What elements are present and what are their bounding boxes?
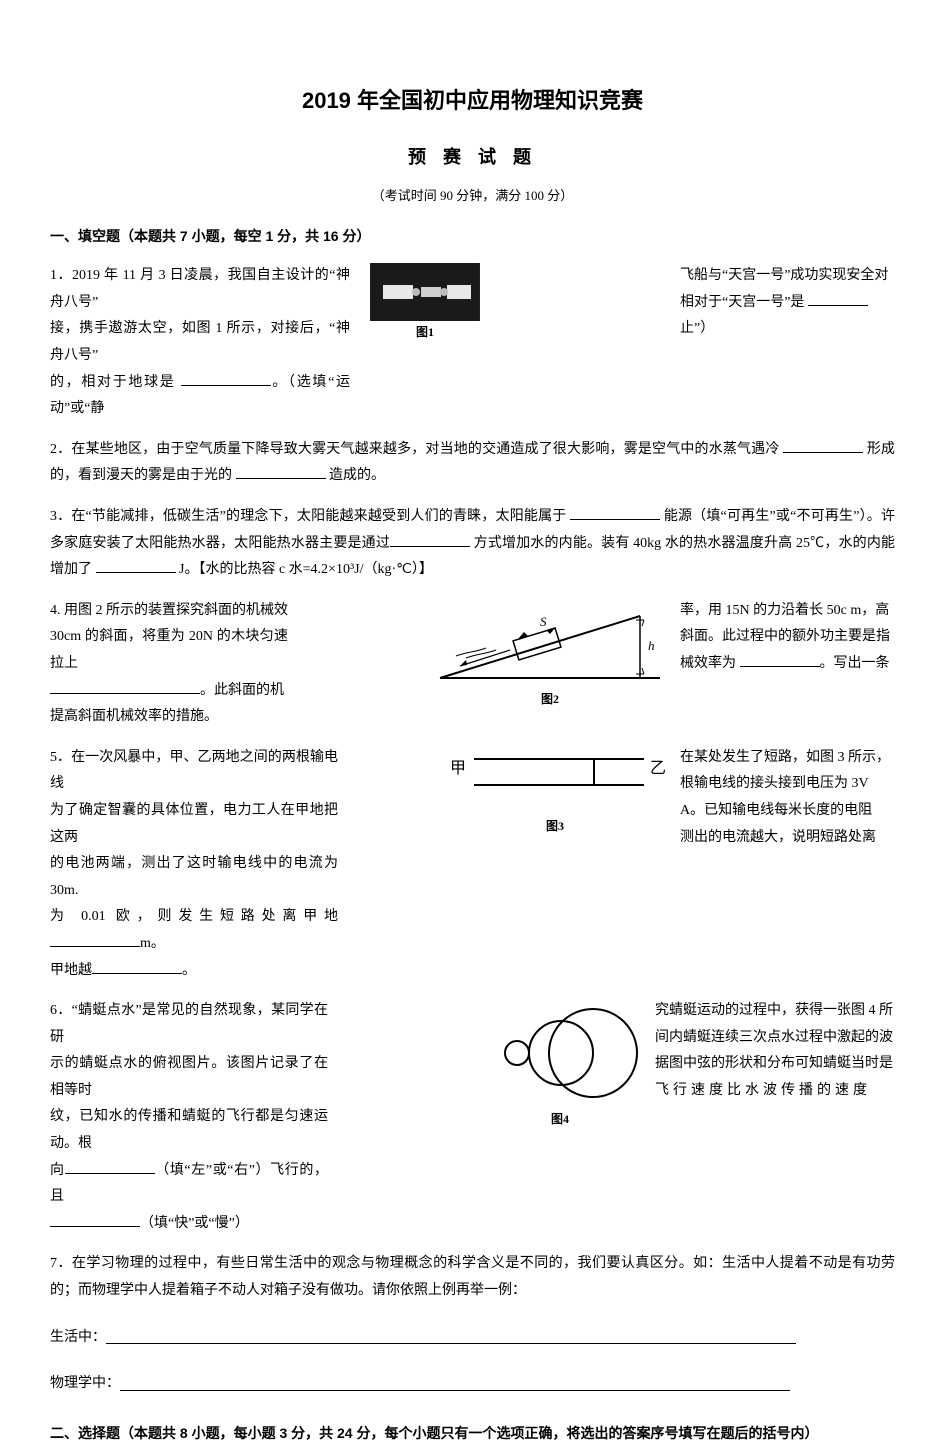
q7-life-row: 生活中：	[50, 1325, 895, 1352]
q7-b: 生活中：	[50, 1330, 106, 1345]
q6-r2: 间内蜻蜓连续三次点水过程中激起的波	[655, 1025, 895, 1052]
exam-info: （考试时间 90 分钟，满分 100 分）	[50, 184, 895, 209]
question-2: 2．在某些地区，由于空气质量下降导致大雾天气越来越多，对当地的交通造成了很大影响…	[50, 437, 895, 490]
question-6: 究蜻蜓运动的过程中，获得一张图 4 所 间内蜻蜓连续三次点水过程中激起的波 据图…	[50, 998, 895, 1237]
q6-l3: 纹，已知水的传播和蜻蜓的飞行都是匀速运动。根	[50, 1104, 328, 1157]
q4-l4: 提高斜面机械效率的措施。	[50, 704, 288, 731]
svg-text:S: S	[540, 614, 547, 629]
figure-3-caption: 图3	[440, 815, 670, 838]
q3-a4: J。【水的比热容 c 水=4.2×10³J/（kg·℃）】	[179, 562, 433, 577]
q1-right-line3: 止”）	[680, 316, 895, 343]
q6-r1: 究蜻蜓运动的过程中，获得一张图 4 所	[655, 998, 895, 1025]
q5-l6-row: 甲地越。	[50, 958, 338, 985]
q2-c: 造成的。	[329, 468, 385, 483]
q4-r1: 率，用 15N 的力沿着长 50c m，高	[680, 598, 895, 625]
q5-l3: 的电池两端，测出了这时输电线中的电流为 30m.	[50, 851, 338, 904]
q1-line-c: 的，相对于地球是	[50, 375, 181, 390]
q6-l1: 6．“蜻蜓点水”是常见的自然现象，某同学在研	[50, 998, 328, 1051]
figure-2-caption: 图2	[430, 688, 670, 711]
q1-line-b: 接，携手遨游太空，如图 1 所示，对接后，“神舟八号”	[50, 321, 350, 363]
question-5: 在某处发生了短路，如图 3 所示， 根输电线的接头接到电压为 3V A。已知输电…	[50, 745, 895, 984]
figure-4-caption: 图4	[475, 1108, 645, 1131]
q6-r4: 飞行速度比水波传播的速度	[655, 1078, 895, 1105]
figure-3: 甲 乙 图3	[440, 745, 670, 838]
q5-r1: 在某处发生了短路，如图 3 所示，	[680, 745, 895, 772]
figure-1-caption: 图1	[370, 321, 480, 344]
doc-subtitle: 预 赛 试 题	[50, 140, 895, 174]
q5-r4: 测出的电流越大，说明短路处离	[680, 825, 895, 852]
question-7: 7．在学习物理的过程中，有些日常生活中的观念与物理概念的科学含义是不同的，我们要…	[50, 1251, 895, 1304]
q7-c: 物理学中：	[50, 1376, 120, 1391]
fig3-jia: 甲	[450, 760, 466, 777]
question-4: 率，用 15N 的力沿着长 50c m，高 斜面。此过程中的额外功主要是指 械效…	[50, 598, 895, 731]
section-2-heading: 二、选择题（本题共 8 小题，每小题 3 分，共 24 分，每个小题只有一个选项…	[50, 1420, 895, 1446]
q6-l4-row: 向（填“左”或“右”）飞行的，且	[50, 1158, 328, 1211]
q5-r3: A。已知输电线每米长度的电阻	[680, 798, 895, 825]
q6-l6-row: （填“快”或“慢”）	[50, 1211, 328, 1238]
q1-line-a: 1．2019 年 11 月 3 日凌晨，我国自主设计的“神舟八号”	[50, 268, 350, 310]
q6-r3: 据图中弦的形状和分布可知蜻蜓当时是	[655, 1051, 895, 1078]
q7-a: 7．在学习物理的过程中，有些日常生活中的观念与物理概念的科学含义是不同的，我们要…	[50, 1256, 895, 1298]
q2-a: 2．在某些地区，由于空气质量下降导致大雾天气越来越多，对当地的交通造成了很大影响…	[50, 442, 780, 457]
q4-l3-row: 。此斜面的机	[50, 678, 288, 705]
q4-r3-row: 械效率为 。写出一条	[680, 651, 895, 678]
q6-l2: 示的蜻蜓点水的俯视图片。该图片记录了在相等时	[50, 1051, 328, 1104]
figure-2: S h 图2	[430, 598, 670, 711]
svg-text:h: h	[648, 638, 655, 653]
fig3-yi: 乙	[650, 760, 666, 777]
q4-r2: 斜面。此过程中的额外功主要是指	[680, 624, 895, 651]
q4-l2: 30cm 的斜面，将重为 20N 的木块匀速拉上	[50, 624, 288, 677]
q1-right-line2: 相对于“天宫一号”是	[680, 290, 895, 317]
doc-title: 2019 年全国初中应用物理知识竞赛	[50, 80, 895, 122]
q4-l1: 4. 用图 2 所示的装置探究斜面的机械效	[50, 598, 288, 625]
question-3: 3．在“节能减排，低碳生活”的理念下，太阳能越来越受到人们的青睐，太阳能属于 能…	[50, 504, 895, 584]
q5-l1: 5．在一次风暴中，甲、乙两地之间的两根输电线	[50, 745, 338, 798]
q3-a: 3．在“节能减排，低碳生活”的理念下，太阳能越来越受到人们的青睐，太阳能属于	[50, 509, 570, 524]
q7-physics-row: 物理学中：	[50, 1371, 895, 1398]
figure-1: 图1	[370, 263, 480, 344]
q5-r2: 根输电线的接头接到电压为 3V	[680, 771, 895, 798]
section-1-heading: 一、填空题（本题共 7 小题，每空 1 分，共 16 分）	[50, 223, 895, 250]
q1-right-line1: 飞船与“天宫一号”成功实现安全对	[680, 263, 895, 290]
q5-l2: 为了确定智囊的具体位置，电力工人在甲地把这两	[50, 798, 338, 851]
figure-4: 图4	[475, 998, 645, 1131]
question-1: 飞船与“天宫一号”成功实现安全对 相对于“天宫一号”是 止”） 图1 1．201…	[50, 263, 895, 423]
q5-l4-row: 为 0.01 欧，则发生短路处离甲地m。	[50, 904, 338, 957]
